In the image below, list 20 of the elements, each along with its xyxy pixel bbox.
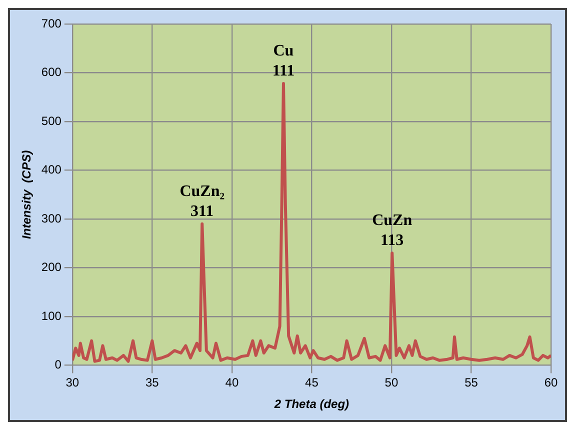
x-tick-label: 55 bbox=[464, 376, 478, 390]
annotation: Cu 111 bbox=[272, 42, 295, 80]
y-axis-title: Intensity (CPS) bbox=[20, 150, 34, 239]
y-tick-label: 0 bbox=[54, 358, 62, 372]
x-axis-title: 2 Theta (deg) bbox=[273, 397, 350, 412]
x-tick-label: 60 bbox=[544, 376, 558, 390]
x-tick-label: 50 bbox=[384, 376, 398, 390]
y-tick-label: 500 bbox=[41, 114, 62, 128]
y-tick-label: 400 bbox=[41, 162, 62, 177]
y-tick-label: 300 bbox=[41, 211, 62, 226]
annotation: CuZn 113 bbox=[372, 212, 412, 250]
y-tick-label: 700 bbox=[41, 16, 62, 30]
y-tick-label: 100 bbox=[41, 308, 62, 323]
x-tick-label: 30 bbox=[66, 376, 80, 390]
x-tick-label: 45 bbox=[305, 376, 319, 390]
x-tick-label: 35 bbox=[146, 376, 160, 390]
x-tick-label: 40 bbox=[225, 376, 239, 390]
annotation: CuZn₂ 311 bbox=[180, 182, 225, 220]
y-tick-label: 600 bbox=[41, 65, 62, 80]
y-tick-label: 200 bbox=[41, 260, 62, 274]
